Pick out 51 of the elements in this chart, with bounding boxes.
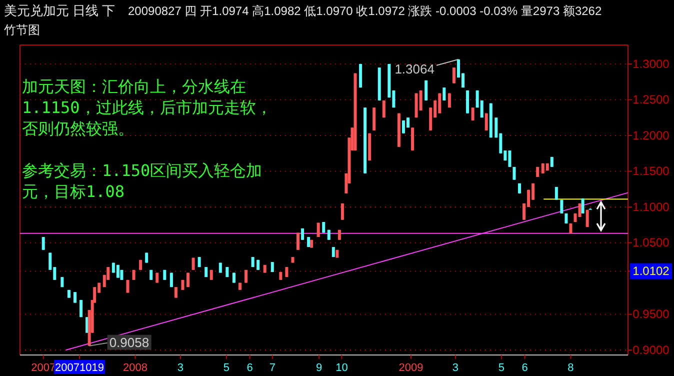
- candlestick: [116, 264, 120, 278]
- x-tick-label: 2008: [123, 362, 148, 374]
- candlestick: [484, 112, 488, 131]
- candlestick: [372, 107, 376, 131]
- annotation: 参考交易：1.150区间买入轻仓加元，目标1.08: [22, 160, 264, 202]
- annotation: 0.9058: [109, 334, 150, 350]
- candlestick: [316, 222, 320, 238]
- text: 竹节图: [4, 23, 40, 37]
- candlestick: [586, 209, 589, 228]
- candlestick: [145, 252, 148, 264]
- y-tick-label: 1.0102: [632, 264, 670, 278]
- x-tick-label: 5: [223, 362, 230, 374]
- x-tick-label: 5: [498, 362, 504, 374]
- y-tick-label: 1.2000: [632, 128, 670, 142]
- annotation: 加元天图：汇价向上，分水线在1.1150，过此线，后市加元走软，否则仍然较强。: [22, 76, 273, 139]
- candlestick: [174, 286, 178, 298]
- x-tick-label: 3: [177, 362, 184, 374]
- x-tick-label: 8: [568, 362, 574, 374]
- chart-title: 美元兑加元 日线 下: [4, 3, 116, 18]
- y-tick-label: 1.3000: [632, 56, 670, 71]
- candlestick: [466, 90, 470, 114]
- y-tick-label: 1.1500: [632, 164, 670, 178]
- x-tick-label: 6: [522, 362, 528, 374]
- x-tick-label: 9: [316, 362, 322, 374]
- candlestick: [42, 236, 45, 250]
- x-tick-label: 2009: [398, 362, 424, 374]
- x-tick-label: 3: [452, 362, 459, 374]
- chart-subtitle: 20090827 四 开1.0974 高1.0982 低1.0970 收1.0972 涨跌 -0.0003 -0.03% 量2973 额3262: [128, 4, 602, 18]
- candlestick: [471, 107, 474, 121]
- candlestick: [512, 166, 516, 180]
- x-tick-label: 7: [269, 362, 276, 374]
- candlestick: [452, 67, 456, 84]
- y-tick-label: 0.9500: [632, 307, 670, 322]
- y-tick-label: 1.1000: [632, 200, 670, 214]
- x-tick-label: 6: [246, 362, 253, 374]
- candlestick: [581, 198, 584, 214]
- candlestick: [560, 199, 564, 214]
- candlestick: [411, 127, 414, 151]
- y-tick-label: 0.9000: [632, 342, 670, 357]
- candlestick: [126, 279, 130, 294]
- candlestick: [192, 257, 195, 270]
- candlestick: [244, 269, 248, 284]
- x-tick-label: 20071019: [55, 362, 104, 374]
- x-tick-label: 10: [336, 362, 348, 374]
- candlestick: [442, 87, 446, 101]
- y-tick-label: 1.0500: [632, 236, 670, 250]
- annotation: 1.3064: [394, 61, 434, 76]
- candlestick: [554, 186, 558, 200]
- candlestick: [340, 202, 344, 220]
- candlestick: [424, 80, 428, 101]
- y-tick-label: 1.2500: [632, 92, 670, 107]
